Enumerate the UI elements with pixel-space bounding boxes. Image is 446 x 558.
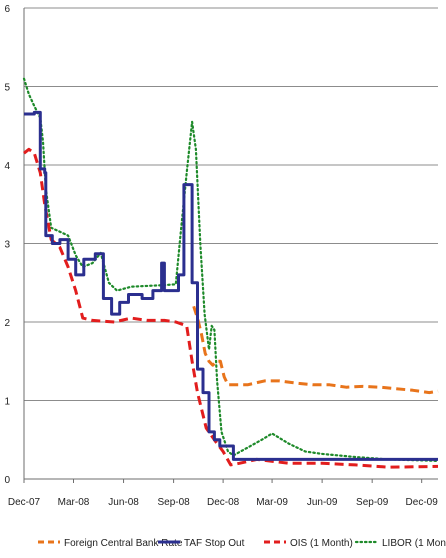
x-tick-label: Dec-07	[8, 497, 41, 508]
y-tick-label: 4	[4, 161, 10, 172]
series-line-ois-1-month-	[23, 147, 439, 469]
series-layer	[22, 77, 440, 469]
legend-label: OIS (1 Month)	[290, 538, 353, 549]
legend: Foreign Central Bank Rate TAF Stop Out OIS…	[38, 538, 446, 549]
y-tick-label: 6	[4, 4, 10, 15]
y-axis: 0 1 2 3 4 5 6	[4, 4, 10, 486]
x-tick-label: Sep-09	[356, 497, 389, 508]
x-tick-label: Sep-08	[157, 497, 190, 508]
x-tick-label: Dec-08	[207, 497, 240, 508]
x-tick-label: Jun-08	[108, 497, 139, 508]
gridlines	[24, 7, 438, 401]
legend-label: LIBOR (1 Month)	[382, 538, 446, 549]
plot-frame	[23, 8, 438, 480]
y-tick-label: 5	[4, 83, 10, 94]
x-axis: Dec-07 Mar-08 Jun-08 Sep-08 Dec-08 Mar-09 Jun-…	[8, 479, 438, 508]
y-tick-label: 2	[4, 318, 10, 329]
y-tick-label: 1	[4, 397, 10, 408]
x-tick-label: Jun-09	[307, 497, 338, 508]
x-tick-label: Mar-09	[256, 497, 288, 508]
y-tick-label: 0	[4, 475, 10, 486]
series-line-foreign-central-bank-rate	[192, 305, 439, 395]
x-tick-label: Mar-08	[58, 497, 90, 508]
legend-label: Foreign Central Bank Rate	[64, 538, 183, 549]
x-tick-label: Dec-09	[406, 497, 439, 508]
y-tick-label: 3	[4, 240, 10, 251]
series-line-taf-stop-out	[24, 110, 438, 461]
legend-label: TAF Stop Out	[184, 538, 245, 549]
series-line-libor-1-month-	[22, 77, 440, 462]
